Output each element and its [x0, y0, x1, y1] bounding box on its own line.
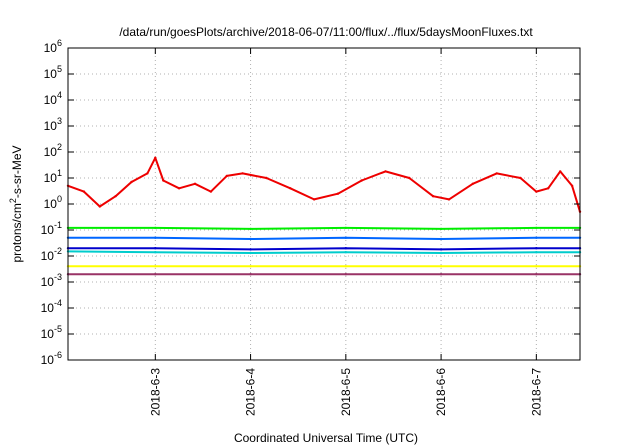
y-tick-label: 10-6 — [41, 350, 62, 367]
y-tick-label-exp: -1 — [54, 220, 62, 230]
y-tick-label-base: 10 — [41, 275, 55, 289]
y-tick-label-base: 10 — [41, 301, 55, 315]
y-tick-label-exp: -5 — [54, 324, 62, 334]
y-tick-label-base: 10 — [44, 93, 58, 107]
series-line — [68, 236, 580, 240]
chart-title: /data/run/goesPlots/archive/2018-06-07/1… — [119, 25, 533, 39]
y-tick-label-exp: 3 — [57, 116, 62, 126]
y-tick-label-base: 10 — [44, 41, 58, 55]
x-tick-label: 2018-6-7 — [529, 368, 543, 416]
ticks — [68, 47, 580, 361]
y-tick-label: 10-1 — [41, 220, 62, 237]
y-tick-label-exp: 5 — [57, 64, 62, 74]
y-tick-label: 105 — [44, 64, 62, 81]
y-tick-label: 10-2 — [41, 246, 62, 263]
series-line — [68, 247, 580, 251]
y-tick-label-exp: -6 — [54, 350, 62, 360]
x-tick-label: 2018-6-3 — [148, 368, 162, 416]
series-3 — [66, 250, 582, 255]
y-tick-label-exp: 6 — [57, 38, 62, 48]
y-tick-label-exp: 2 — [57, 142, 62, 152]
y-tick-label: 102 — [44, 142, 62, 159]
series-6 — [66, 273, 582, 276]
y-axis-label: protons/cm2-s-sr-MeV — [8, 145, 24, 262]
series-4 — [66, 247, 582, 251]
series-1 — [66, 226, 582, 231]
y-tick-label-base: 10 — [41, 249, 55, 263]
series-line — [67, 156, 581, 213]
y-tick-label-base: 10 — [44, 67, 58, 81]
y-tick-label: 104 — [44, 90, 62, 107]
y-tick-label-exp: 0 — [57, 194, 62, 204]
y-tick-label: 10-4 — [41, 298, 62, 315]
series-line — [67, 250, 580, 254]
y-tick-label-exp: -4 — [54, 298, 62, 308]
y-tick-label-base: 10 — [41, 353, 55, 367]
x-tick-label: 2018-6-5 — [339, 368, 353, 416]
y-tick-label-base: 10 — [44, 145, 58, 159]
y-tick-label-base: 10 — [44, 119, 58, 133]
y-tick-label: 10-3 — [41, 272, 62, 289]
x-tick-label: 2018-6-4 — [244, 368, 258, 416]
y-tick-label: 10-5 — [41, 324, 62, 341]
y-tick-label-exp: 4 — [57, 90, 62, 100]
y-tick-label: 103 — [44, 116, 62, 133]
y-tick-label-exp: -2 — [54, 246, 62, 256]
y-tick-label-exp: -3 — [54, 272, 62, 282]
x-tick-label: 2018-6-6 — [434, 368, 448, 416]
y-tick-label-base: 10 — [41, 327, 55, 341]
series-group — [66, 156, 582, 276]
y-tick-label-base: 10 — [44, 171, 58, 185]
y-axis-label-rest: -s-sr-MeV — [10, 145, 24, 198]
y-tick-label: 100 — [44, 194, 62, 211]
x-tick-labels: 2018-6-3 2018-6-4 2018-6-5 2018-6-6 2018-6-7 — [148, 368, 543, 416]
y-axis-label-base: protons/cm — [10, 203, 24, 262]
y-tick-label-exp: 1 — [57, 168, 62, 178]
y-tick-label: 106 — [44, 38, 62, 55]
x-axis-label: Coordinated Universal Time (UTC) — [234, 431, 418, 445]
y-axis-label-sup: 2 — [8, 198, 18, 203]
y-tick-labels: 10610510410310210110010-110-210-310-410-… — [41, 38, 62, 367]
series-line — [68, 226, 580, 230]
y-tick-label-base: 10 — [41, 223, 55, 237]
y-tick-label: 101 — [44, 168, 62, 185]
series-0 — [66, 156, 582, 213]
grid — [68, 48, 580, 360]
y-tick-label-base: 10 — [44, 197, 58, 211]
series-5 — [66, 265, 582, 268]
